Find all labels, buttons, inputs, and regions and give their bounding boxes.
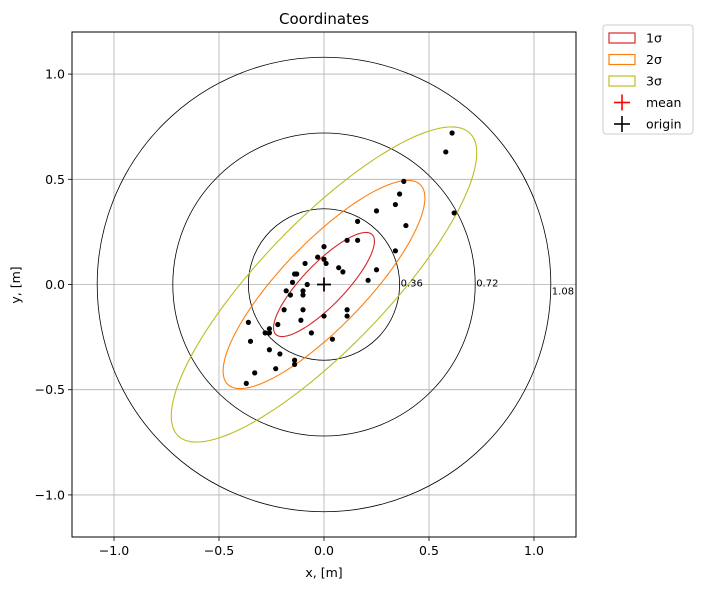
ticks: −1.0 −0.5 0.0 0.5 1.0 −1.0 −0.5 0.0 0.5 1.0 — [35, 67, 544, 558]
circle-radius-label: 0.36 — [401, 279, 423, 290]
y-tick-label: 0.5 — [45, 172, 65, 187]
circle-radius-label: 1.08 — [552, 287, 574, 298]
x-tick-label: 0.5 — [419, 543, 439, 558]
y-tick-label: 1.0 — [45, 67, 65, 82]
data-point — [266, 330, 272, 336]
y-tick-label: 0.0 — [45, 277, 65, 292]
data-point — [308, 330, 314, 336]
data-point — [300, 307, 306, 313]
sigma-ellipse — [222, 179, 426, 390]
data-point — [397, 191, 403, 197]
data-point — [340, 269, 346, 275]
range-circle — [172, 132, 476, 437]
data-point — [292, 361, 298, 368]
legend-box — [602, 24, 694, 135]
data-point — [321, 244, 327, 250]
x-tick-label: −0.5 — [204, 543, 234, 558]
legend-swatch — [608, 32, 636, 44]
data-point — [281, 307, 287, 313]
data-point — [373, 267, 380, 273]
legend: 1σ 2σ 3σ mean origin — [602, 24, 694, 135]
grid — [72, 32, 576, 537]
data-point — [344, 237, 350, 243]
data-point — [365, 277, 371, 283]
data-point — [275, 321, 281, 328]
y-tick-label: −1.0 — [35, 487, 65, 502]
y-axis-label: y, [m] — [8, 266, 23, 303]
circle-labels: 0.36 0.72 1.08 — [401, 279, 574, 298]
data-point — [300, 292, 306, 298]
data-point — [373, 208, 380, 214]
sigma-ellipse — [170, 126, 478, 443]
legend-label: 1σ — [646, 31, 662, 46]
data-point — [344, 307, 350, 313]
data-point — [329, 336, 335, 342]
data-point — [252, 370, 258, 376]
data-point — [266, 347, 272, 353]
data-point — [304, 281, 310, 288]
chart-title: Coordinates — [279, 10, 369, 28]
data-point — [294, 271, 300, 277]
legend-swatch — [608, 53, 636, 66]
x-tick-label: 0.0 — [314, 543, 334, 558]
data-point — [273, 366, 279, 372]
data-point — [315, 254, 321, 260]
data-point — [300, 288, 306, 294]
data-point — [344, 313, 350, 319]
data-point — [451, 210, 457, 216]
data-point — [392, 201, 398, 208]
data-point — [321, 313, 327, 319]
data-point — [403, 222, 409, 229]
x-tick-label: 1.0 — [524, 543, 544, 558]
data-point — [449, 130, 455, 136]
data-point — [392, 248, 398, 254]
data-point — [243, 380, 249, 386]
data-point — [262, 330, 268, 336]
plot-area — [96, 56, 552, 513]
data-point — [277, 351, 283, 357]
data-point — [266, 326, 272, 332]
data-point — [287, 292, 293, 298]
data-point — [323, 260, 329, 267]
sigma-ellipse — [272, 231, 376, 338]
legend-label: 2σ — [646, 52, 662, 67]
circle-radius-label: 0.72 — [476, 279, 498, 290]
data-point — [321, 256, 327, 262]
data-point — [443, 149, 449, 155]
data-point — [283, 288, 289, 294]
data-point — [247, 338, 254, 344]
data-point — [355, 218, 361, 224]
legend-label: mean — [646, 95, 681, 110]
data-point — [336, 265, 342, 271]
data-point — [401, 178, 407, 184]
x-axis-label: x, [m] — [305, 565, 342, 580]
data-point — [302, 260, 308, 267]
range-circle — [247, 208, 400, 361]
range-circle — [96, 56, 552, 513]
data-point — [292, 357, 298, 363]
data-point — [245, 319, 251, 325]
data-point — [289, 279, 296, 285]
data-point — [298, 317, 304, 323]
x-tick-label: −1.0 — [99, 543, 129, 558]
legend-label: 3σ — [646, 74, 662, 89]
legend-swatch — [608, 75, 636, 87]
legend-label: origin — [646, 117, 682, 132]
y-tick-label: −0.5 — [35, 382, 65, 397]
data-point — [355, 237, 361, 243]
